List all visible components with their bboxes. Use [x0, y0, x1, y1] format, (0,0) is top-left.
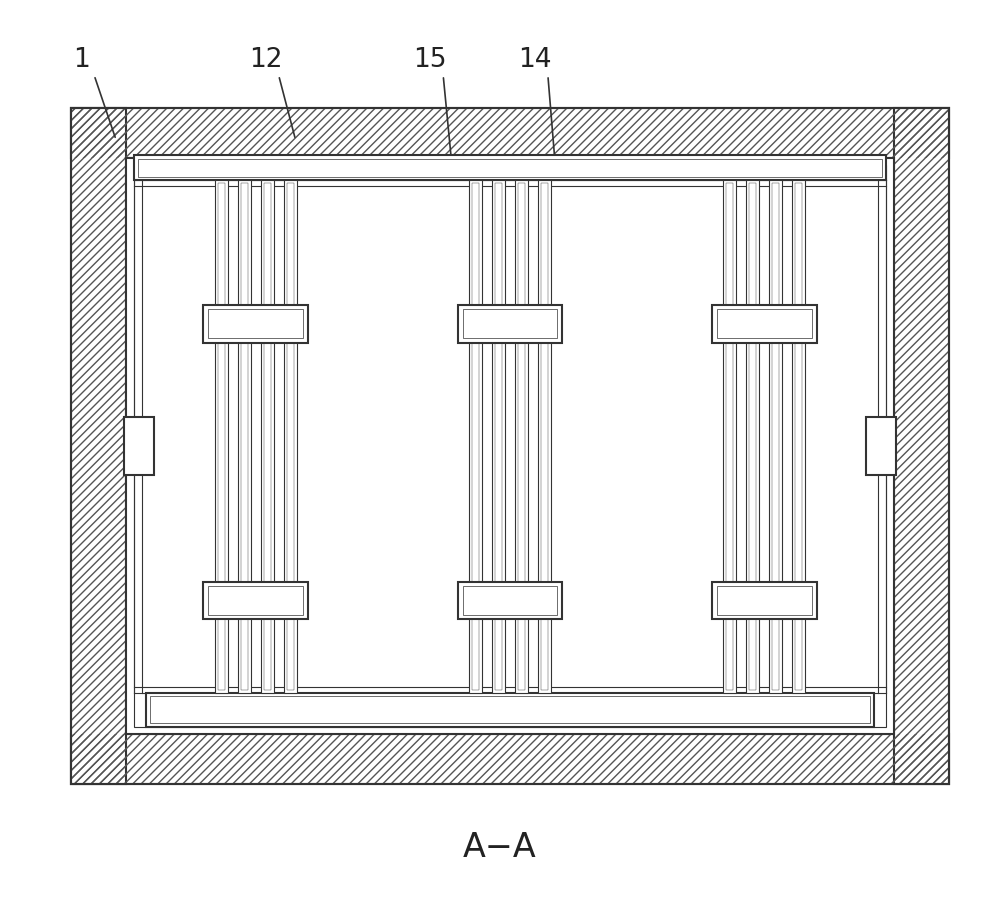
Bar	[287, 184, 294, 690]
Bar	[71, 109, 949, 159]
Bar	[71, 734, 949, 784]
Bar	[126, 159, 894, 734]
Bar	[463, 586, 557, 615]
Text: 14: 14	[518, 47, 552, 73]
Bar	[134, 166, 886, 727]
Bar	[717, 310, 812, 339]
Bar	[71, 109, 126, 784]
Bar	[134, 156, 886, 181]
Bar	[150, 696, 870, 723]
Bar	[712, 306, 817, 344]
Bar	[146, 693, 874, 727]
Bar	[712, 582, 817, 620]
Text: 15: 15	[413, 47, 447, 73]
Bar	[208, 586, 303, 615]
Bar	[71, 734, 949, 784]
Bar	[795, 184, 802, 690]
Bar	[894, 109, 949, 784]
Bar	[472, 184, 479, 690]
Bar	[71, 109, 949, 784]
Text: 1: 1	[73, 47, 90, 73]
Bar	[726, 184, 733, 690]
Bar	[518, 184, 525, 690]
Text: 12: 12	[249, 47, 282, 73]
Bar	[495, 184, 502, 690]
Bar	[238, 181, 251, 693]
Bar	[124, 418, 154, 475]
Bar	[541, 184, 548, 690]
Bar	[264, 184, 271, 690]
Bar	[203, 582, 308, 620]
Bar	[492, 181, 505, 693]
Bar	[241, 184, 248, 690]
Bar	[772, 184, 779, 690]
Bar	[749, 184, 756, 690]
Bar	[894, 109, 949, 784]
Bar	[458, 306, 562, 344]
Bar	[866, 418, 896, 475]
Bar	[792, 181, 805, 693]
Bar	[746, 181, 759, 693]
Bar	[538, 181, 551, 693]
Bar	[203, 306, 308, 344]
Bar	[208, 310, 303, 339]
Bar	[71, 109, 126, 784]
Bar	[261, 181, 274, 693]
Bar	[284, 181, 297, 693]
Bar	[463, 310, 557, 339]
Bar	[769, 181, 782, 693]
Bar	[717, 586, 812, 615]
Bar	[723, 181, 736, 693]
Bar	[138, 160, 882, 178]
Bar	[215, 181, 228, 693]
Bar	[469, 181, 482, 693]
Text: A−A: A−A	[463, 830, 537, 863]
Bar	[218, 184, 225, 690]
Bar	[71, 109, 949, 159]
Bar	[458, 582, 562, 620]
Bar	[515, 181, 528, 693]
